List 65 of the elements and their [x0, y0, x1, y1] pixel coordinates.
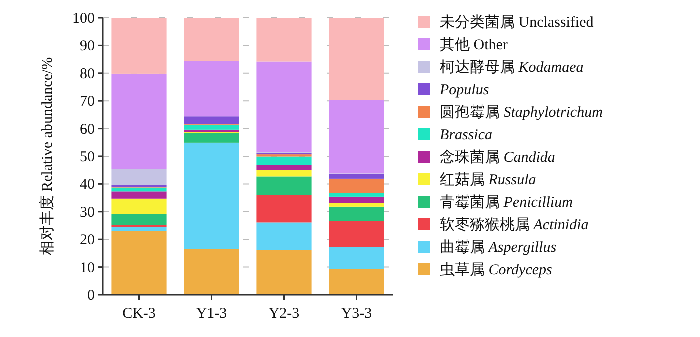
legend-label: 念珠菌属 Candida [440, 149, 556, 166]
legend-label: 虫草属 Cordyceps [440, 262, 553, 278]
bar [329, 178, 384, 194]
x-tick-label: CK-3 [122, 306, 156, 322]
bar [112, 198, 167, 214]
bar [256, 170, 312, 177]
y-tick-label: 50 [80, 150, 95, 166]
bar [112, 18, 167, 74]
y-tick-label: 40 [80, 177, 95, 194]
bar [256, 165, 312, 170]
bar [112, 169, 167, 186]
bar [256, 18, 312, 62]
bar [112, 192, 167, 199]
y-tick-label: 10 [80, 260, 95, 276]
bar [184, 133, 240, 143]
x-tick-label: Y1-3 [196, 306, 228, 322]
legend-label: 曲霉属 Aspergillus [440, 239, 557, 256]
y-axis-title: 相对丰度 Relative abundance/% [39, 57, 56, 256]
y-tick-label: 100 [72, 11, 95, 27]
bar [256, 195, 312, 223]
bar [329, 100, 384, 174]
x-tick-label: Y2-3 [268, 306, 300, 322]
y-tick-label: 20 [80, 232, 95, 249]
legend-label: Brassica [440, 128, 492, 144]
x-tick-label: Y3-3 [341, 306, 372, 322]
bar [329, 203, 384, 207]
bar [329, 247, 384, 270]
legend-label: 青霉菌属 Penicillium [440, 194, 574, 211]
legend-label: 其他 Other [440, 36, 508, 54]
bar [256, 62, 312, 152]
bar [184, 116, 240, 124]
legend-label: 未分类菌属 Unclassified [440, 14, 594, 31]
bar [184, 143, 240, 250]
bar [329, 174, 384, 179]
bar [256, 176, 312, 196]
legend-label: 圆孢霉属 Staphylotrichum [440, 104, 604, 121]
y-tick-label: 80 [80, 66, 95, 82]
bar [329, 221, 384, 248]
bar [184, 124, 240, 130]
y-tick-label: 90 [80, 38, 95, 55]
bar [256, 250, 312, 295]
legend-label: Populus [439, 82, 490, 98]
bar [329, 206, 384, 222]
bar [329, 269, 384, 295]
bar [184, 130, 240, 132]
y-tick-label: 70 [80, 94, 95, 110]
bar [112, 214, 167, 226]
bar [112, 227, 167, 232]
bar [256, 156, 312, 166]
y-tick-label: 30 [80, 204, 95, 221]
bar [184, 249, 240, 295]
y-tick-label: 60 [80, 122, 95, 138]
bar [256, 222, 312, 250]
bar [112, 74, 167, 170]
bar [184, 61, 240, 117]
y-tick-label: 0 [88, 288, 95, 304]
bar [329, 193, 384, 197]
bar [329, 18, 384, 100]
bar [329, 196, 384, 204]
bar [112, 188, 167, 192]
legend-label: 红菇属 Russula [440, 172, 536, 188]
bar [184, 18, 240, 62]
legend-label: 柯达酵母属 Kodamaea [440, 59, 584, 76]
legend-label: 软枣猕猴桃属 Actinidia [440, 216, 589, 234]
bar [112, 231, 167, 295]
